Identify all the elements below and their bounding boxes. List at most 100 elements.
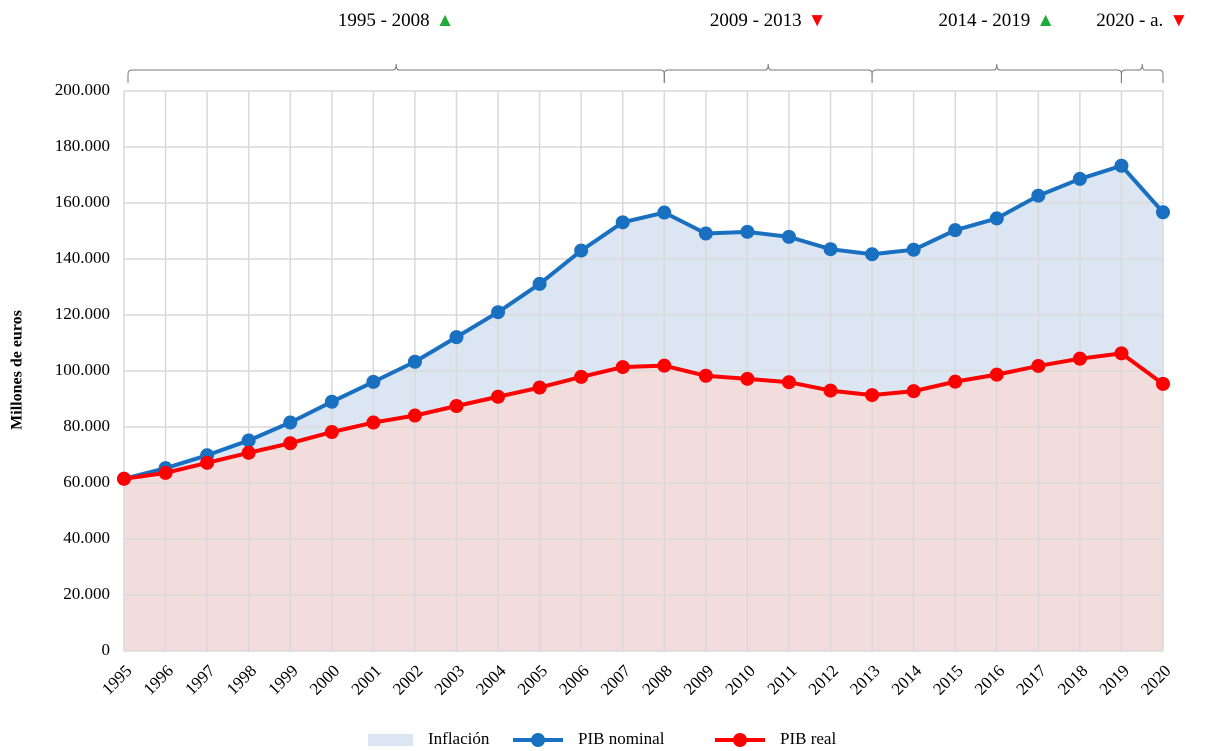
y-tick-label: 160.000 bbox=[55, 192, 110, 211]
point bbox=[491, 305, 506, 320]
point bbox=[906, 384, 921, 399]
period-arrow: ▲ bbox=[1036, 10, 1055, 31]
x-tick-label: 1996 bbox=[140, 661, 177, 698]
real-area bbox=[124, 353, 1163, 651]
point bbox=[366, 374, 381, 389]
x-tick-label: 2011 bbox=[764, 661, 801, 698]
y-tick-label: 180.000 bbox=[55, 136, 110, 155]
point bbox=[657, 205, 672, 220]
point bbox=[407, 408, 422, 423]
point bbox=[698, 368, 713, 383]
x-tick-label: 2010 bbox=[722, 661, 759, 698]
point bbox=[366, 415, 381, 430]
point bbox=[532, 380, 547, 395]
series-line bbox=[123, 351, 1165, 481]
point bbox=[865, 247, 880, 262]
point bbox=[989, 367, 1004, 382]
y-axis-title: Millones de euros bbox=[9, 310, 26, 430]
legend-marker bbox=[733, 733, 747, 747]
point bbox=[241, 433, 256, 448]
point bbox=[698, 226, 713, 241]
point bbox=[283, 415, 298, 430]
period-text: 2009 - 2013 bbox=[710, 10, 802, 31]
x-tick-label: 2016 bbox=[971, 661, 1008, 698]
point bbox=[449, 330, 464, 345]
point bbox=[781, 229, 796, 244]
point bbox=[574, 243, 589, 258]
x-tick-label: 2000 bbox=[306, 661, 343, 698]
point bbox=[615, 215, 630, 230]
point bbox=[740, 224, 755, 239]
y-tick-label: 100.000 bbox=[55, 360, 110, 379]
period-label: 2020 - a. ▼ bbox=[1096, 10, 1188, 31]
x-tick-label: 2006 bbox=[555, 661, 592, 698]
x-tick-label: 2005 bbox=[514, 661, 551, 698]
x-tick-label: 2013 bbox=[846, 661, 883, 698]
point bbox=[823, 242, 838, 257]
point bbox=[948, 223, 963, 238]
legend-label: Inflación bbox=[428, 729, 490, 748]
point bbox=[117, 471, 131, 486]
point bbox=[1156, 376, 1170, 391]
y-tick-label: 140.000 bbox=[55, 248, 110, 267]
y-tick-label: 40.000 bbox=[63, 528, 110, 547]
point bbox=[781, 375, 796, 390]
point bbox=[449, 399, 464, 413]
period-label: 1995 - 2008 ▲ bbox=[338, 10, 455, 31]
point bbox=[740, 371, 755, 386]
x-tick-label: 2020 bbox=[1137, 661, 1174, 698]
point bbox=[823, 383, 838, 398]
period-bracket bbox=[127, 63, 665, 83]
x-tick-label: 2019 bbox=[1096, 661, 1133, 698]
x-tick-label: 2018 bbox=[1054, 661, 1091, 698]
x-tick-label: 2001 bbox=[347, 661, 384, 698]
point bbox=[906, 242, 921, 257]
period-text: 2014 - 2019 bbox=[938, 10, 1030, 31]
point bbox=[283, 436, 298, 451]
x-tick-label: 2017 bbox=[1012, 661, 1050, 699]
x-tick-label: 2002 bbox=[389, 661, 426, 698]
point bbox=[989, 211, 1004, 226]
period-label: 2009 - 2013 ▼ bbox=[710, 10, 827, 31]
y-tick-label: 200.000 bbox=[55, 80, 110, 99]
y-tick-label: 20.000 bbox=[63, 584, 110, 603]
point bbox=[1031, 188, 1046, 203]
x-tick-label: 2012 bbox=[805, 661, 842, 698]
legend-label: PIB nominal bbox=[578, 729, 665, 748]
point bbox=[1031, 358, 1046, 373]
point bbox=[491, 389, 506, 404]
point bbox=[574, 369, 589, 384]
x-tick-label: 2007 bbox=[597, 661, 635, 699]
y-tick-label: 0 bbox=[102, 640, 111, 659]
legend-label: PIB real bbox=[780, 729, 836, 748]
point bbox=[1114, 158, 1129, 173]
legend-marker bbox=[531, 733, 545, 747]
point bbox=[1156, 205, 1170, 220]
x-tick-label: 2008 bbox=[638, 661, 675, 698]
y-tick-label: 120.000 bbox=[55, 304, 110, 323]
y-tick-label: 60.000 bbox=[63, 472, 110, 491]
period-text: 1995 - 2008 bbox=[338, 10, 430, 31]
point bbox=[1072, 171, 1087, 186]
x-tick-label: 1999 bbox=[264, 661, 301, 698]
point bbox=[407, 354, 422, 369]
point bbox=[1114, 346, 1129, 361]
period-arrow: ▼ bbox=[808, 10, 827, 31]
y-tick-label: 80.000 bbox=[63, 416, 110, 435]
point bbox=[657, 358, 672, 373]
point bbox=[324, 394, 339, 409]
x-tick-label: 2004 bbox=[472, 661, 510, 699]
period-text: 2020 - a. bbox=[1096, 10, 1163, 31]
period-bracket bbox=[663, 63, 873, 83]
x-tick-label: 2015 bbox=[929, 661, 966, 698]
series-line bbox=[123, 163, 1165, 481]
x-tick-label: 2003 bbox=[431, 661, 468, 698]
point bbox=[1072, 351, 1087, 366]
period-bracket bbox=[871, 63, 1122, 83]
period-bracket bbox=[1120, 63, 1164, 83]
legend-swatch bbox=[368, 734, 413, 746]
period-label: 2014 - 2019 ▲ bbox=[938, 10, 1055, 31]
point bbox=[615, 360, 630, 375]
period-arrow: ▲ bbox=[436, 10, 455, 31]
